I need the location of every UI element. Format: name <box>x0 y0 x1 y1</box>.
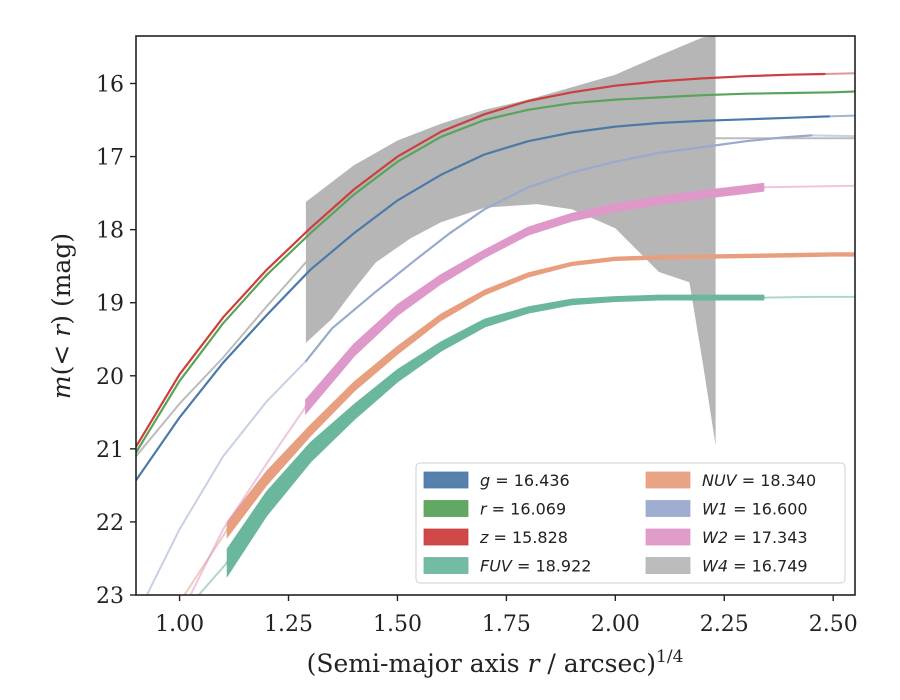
series-W4-line <box>136 137 855 458</box>
series-W1-extrapolated-tail <box>811 134 855 138</box>
legend-entry-W4: W4 = 16.749 <box>645 557 808 576</box>
legend-entry-NUV: NUV = 18.340 <box>645 471 816 490</box>
y-tick-label: 16 <box>96 72 124 97</box>
series-W2 <box>189 182 855 595</box>
legend: g = 16.436 r = 16.069 z = 15.828 FUV = 18.9… <box>415 462 846 584</box>
legend-swatch <box>645 500 691 517</box>
legend-entry-W2: W2 = 17.343 <box>645 528 808 547</box>
y-axis-label: m(< r) (mag) <box>47 233 76 399</box>
y-tick-label: 21 <box>96 438 124 463</box>
y-tick-label: 23 <box>96 584 124 609</box>
legend-label: g = 16.436 <box>480 471 570 490</box>
y-tick-label: 19 <box>96 292 124 317</box>
series-FUV-line <box>226 296 765 564</box>
legend-swatch <box>423 471 469 489</box>
x-axis-label: (Semi-major axis r / arcsec)1/4 <box>307 647 684 678</box>
y-tick-label: 18 <box>96 219 124 244</box>
legend-entry-W1: W1 = 16.600 <box>645 500 808 519</box>
legend-swatch <box>423 528 469 546</box>
legend-entry-g: g = 16.436 <box>423 471 570 490</box>
series-g <box>136 114 855 482</box>
series-g-extrapolated-line <box>828 114 855 118</box>
series-r <box>136 90 855 454</box>
series-FUV-error-band <box>226 294 765 578</box>
ticks-layer: 1.00 1.25 1.50 1.75 2.00 2.25 2.50 16 17 18 19 20 21… <box>96 72 858 637</box>
series-FUV-extrapolated-tail <box>763 295 855 299</box>
series-W1-extrapolated-line <box>145 360 307 595</box>
series-z-extrapolated-line <box>824 72 855 75</box>
x-tick-label: 2.25 <box>700 612 749 637</box>
legend-entry-z: z = 15.828 <box>423 528 568 547</box>
x-tick-label: 2.00 <box>591 612 640 637</box>
legend-label: FUV = 18.922 <box>480 557 591 576</box>
legend-swatch <box>645 557 691 574</box>
series-FUV <box>197 294 855 595</box>
legend-swatch <box>423 500 469 517</box>
y-tick-label: 22 <box>96 511 124 536</box>
series-W2-line <box>304 186 765 408</box>
plot-data-layer <box>136 36 855 595</box>
legend-label: W1 = 16.600 <box>702 500 808 519</box>
x-tick-label: 1.25 <box>264 612 313 637</box>
legend-label: r = 16.069 <box>480 500 566 519</box>
series-W2-extrapolated-tail <box>763 184 855 189</box>
x-tick-label: 1.50 <box>373 612 422 637</box>
legend-label: W4 = 16.749 <box>702 557 808 576</box>
legend-entry-FUV: FUV = 18.922 <box>423 557 591 576</box>
legend-swatch <box>645 471 691 489</box>
series-NUV-line <box>226 253 855 531</box>
x-tick-label: 1.75 <box>482 612 531 637</box>
series-z-line <box>136 72 826 448</box>
legend-label: NUV = 18.340 <box>702 471 816 490</box>
legend-swatch <box>423 557 469 574</box>
series-W2-extrapolated-line <box>189 405 307 595</box>
series-FUV-extrapolated-line <box>197 561 229 595</box>
legend-entry-r: r = 16.069 <box>423 500 566 519</box>
legend-frame <box>415 462 846 584</box>
series-NUV-extrapolated-line <box>183 528 229 595</box>
series-W4 <box>136 137 855 458</box>
series-W1 <box>145 134 855 595</box>
y-tick-label: 17 <box>96 146 124 171</box>
legend-label: W2 = 17.343 <box>702 528 808 547</box>
legend-swatch <box>645 528 691 546</box>
x-tick-label: 1.00 <box>155 612 204 637</box>
x-tick-label: 2.50 <box>809 612 858 637</box>
series-g-line <box>136 115 831 482</box>
y-tick-label: 20 <box>96 365 124 390</box>
plot-frame <box>135 35 856 596</box>
series-W1-line <box>304 134 813 363</box>
series-r-line <box>136 90 855 454</box>
series-z <box>136 72 855 448</box>
legend-label: z = 15.828 <box>479 528 568 547</box>
series-NUV-error-band <box>226 252 855 539</box>
